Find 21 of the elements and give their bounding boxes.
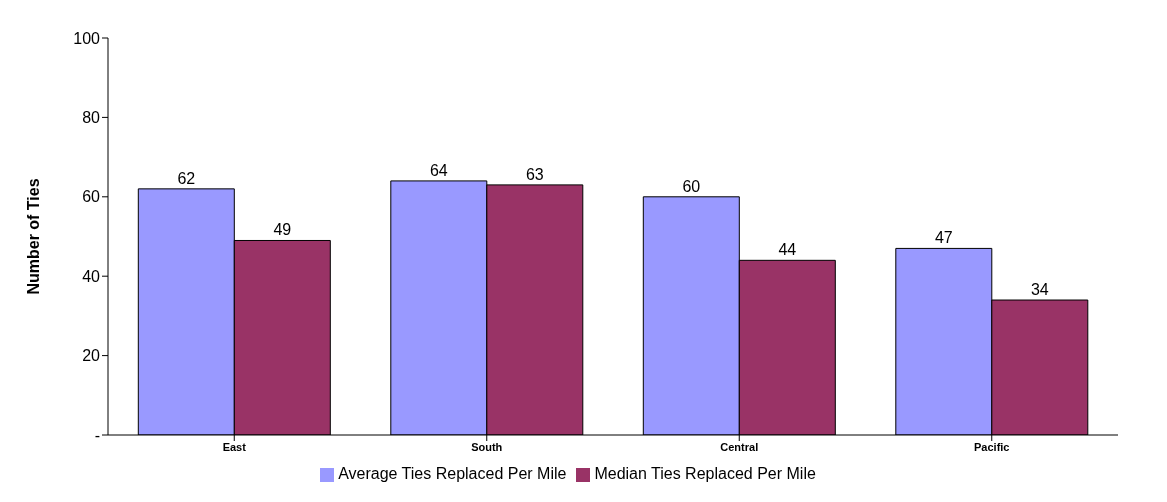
y-tick-label: 40 [82,267,101,285]
x-tick-label: Central [720,440,759,453]
x-tick-label: Pacific [974,440,1010,453]
x-tick-label: South [471,440,503,453]
data-label: 44 [778,241,797,259]
x-tick-label: East [222,440,247,453]
y-tick-label: - [94,426,100,444]
data-label: 63 [525,165,544,183]
data-label: 62 [177,169,196,187]
y-tick-label: 60 [82,188,101,206]
y-tick-label: 80 [82,109,101,127]
legend-label: Median Ties Replaced Per Mile [594,465,816,482]
y-tick-label: 100 [73,29,101,47]
y-axis-title: Number of Ties [24,178,42,295]
legend-label: Average Ties Replaced Per Mile [338,465,567,482]
data-label: 64 [429,161,448,179]
data-label: 60 [682,177,701,195]
data-label: 49 [273,221,292,239]
y-tick-label: 20 [82,347,101,365]
data-label: 47 [934,229,953,247]
data-label: 34 [1030,281,1049,299]
